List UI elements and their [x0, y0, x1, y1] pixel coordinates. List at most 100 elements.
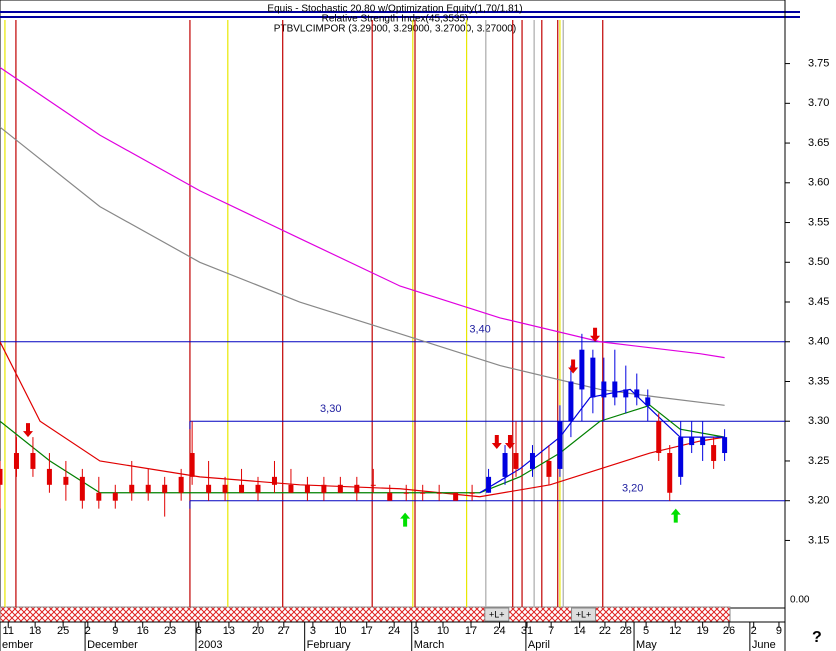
candle-body: [46, 468, 52, 485]
x-tick-label: 3: [310, 625, 316, 637]
candle-body: [722, 437, 728, 454]
candle-body: [145, 484, 151, 493]
candle-body: [678, 437, 684, 477]
x-tick-label: 27: [278, 625, 290, 637]
candle-body: [667, 453, 673, 493]
candle-body: [700, 437, 706, 446]
x-tick-label: 3: [413, 625, 419, 637]
moving-average: [0, 404, 725, 494]
month-label: ember: [2, 639, 34, 651]
candle-body: [370, 484, 376, 486]
x-tick-label: 9: [776, 625, 782, 637]
candle-body: [79, 476, 85, 501]
y-tick-label: 3.40: [808, 336, 829, 348]
buy-arrow: [670, 508, 681, 523]
candle-body: [354, 484, 360, 493]
candle-body: [502, 453, 508, 477]
x-tick-label: 13: [223, 625, 235, 637]
candle-body: [529, 453, 535, 469]
candle-body: [590, 357, 596, 398]
sell-arrow: [22, 423, 33, 438]
x-tick-label: 26: [723, 625, 735, 637]
x-tick-label: 24: [388, 625, 400, 637]
month-label: June: [752, 639, 776, 651]
header-text: PTBVLCIMPOR (3.29000, 3.29000, 3.27000, …: [274, 24, 516, 35]
candle-body: [546, 460, 552, 477]
level-label: 3,20: [622, 483, 643, 495]
candle-body: [288, 484, 294, 493]
y-tick-label: 3.55: [808, 216, 829, 228]
header-text: Relative Strength Index(45,3535): [322, 14, 469, 25]
candle-body: [206, 484, 212, 493]
sell-arrow: [568, 359, 579, 374]
candle-body: [239, 484, 245, 493]
x-tick-label: 12: [669, 625, 681, 637]
candle-body: [387, 492, 393, 501]
x-tick-label: 5: [643, 625, 649, 637]
candle-body: [13, 453, 19, 469]
month-label: 2003: [198, 639, 222, 651]
candle-body: [634, 389, 640, 398]
candle-body: [601, 381, 607, 398]
y-tick-label: 3.35: [808, 375, 829, 387]
month-label: April: [528, 639, 550, 651]
plot: 3,40 3,30 3,20: [0, 20, 785, 607]
candle-body: [403, 492, 409, 494]
candle-body: [0, 468, 3, 485]
strip-box: [571, 607, 597, 622]
x-tick-label: 10: [334, 625, 346, 637]
candle-body: [222, 484, 228, 493]
x-tick-label: 25: [57, 625, 69, 637]
candle-body: [178, 476, 184, 493]
level-label: 3,40: [469, 324, 490, 336]
y-tick-label: 3.50: [808, 256, 829, 268]
x-tick-label: 16: [137, 625, 149, 637]
candle-body: [656, 421, 662, 454]
y-tick-label: 3.25: [808, 455, 829, 467]
x-tick-label: 20: [252, 625, 264, 637]
candle-body: [645, 397, 651, 406]
x-tick-label: 2: [751, 625, 757, 637]
candle-body: [321, 484, 327, 493]
month-label: May: [636, 639, 657, 651]
moving-average: [0, 67, 725, 359]
x-tick-label: 23: [164, 625, 176, 637]
help-mark: ?: [812, 629, 822, 646]
y-tick-label: 3.45: [808, 296, 829, 308]
candle-body: [568, 381, 574, 422]
x-tick-label: 28: [620, 625, 632, 637]
candle-body: [96, 492, 102, 501]
y-tick-label: 3.15: [808, 534, 829, 546]
x-tick-label: 19: [697, 625, 709, 637]
y-tick-label: 3.65: [808, 137, 829, 149]
buy-arrow: [400, 512, 411, 527]
month-label: December: [87, 639, 138, 651]
moving-average: [479, 388, 725, 494]
candle-body: [129, 484, 135, 493]
candle-body: [486, 476, 492, 493]
candle-body: [579, 349, 585, 390]
candle-body: [337, 484, 343, 493]
x-tick-label: 7: [548, 625, 554, 637]
candle-body: [513, 453, 519, 469]
month-label: March: [414, 639, 445, 651]
candle-body: [63, 476, 69, 485]
x-tick-label: 6: [196, 625, 202, 637]
y-tick-label: 3.20: [808, 495, 829, 507]
axis-label: 0.00: [790, 595, 810, 606]
candle-body: [623, 389, 629, 398]
x-tick-label: 17: [361, 625, 373, 637]
candle-body: [304, 484, 310, 493]
x-tick-label: 9: [112, 625, 118, 637]
candle-body: [436, 492, 442, 494]
sell-arrow: [491, 435, 502, 450]
header-text: Equis - Stochastic 20,80 w/Optimization …: [267, 4, 522, 15]
x-tick-label: 14: [574, 625, 586, 637]
x-tick-label: 31: [521, 625, 533, 637]
candle-body: [255, 484, 261, 493]
candle-body: [711, 445, 717, 461]
candle-body: [557, 421, 563, 469]
x-tick-label: 22: [599, 625, 611, 637]
y-tick-label: 3.30: [808, 415, 829, 427]
candle-body: [689, 437, 695, 446]
